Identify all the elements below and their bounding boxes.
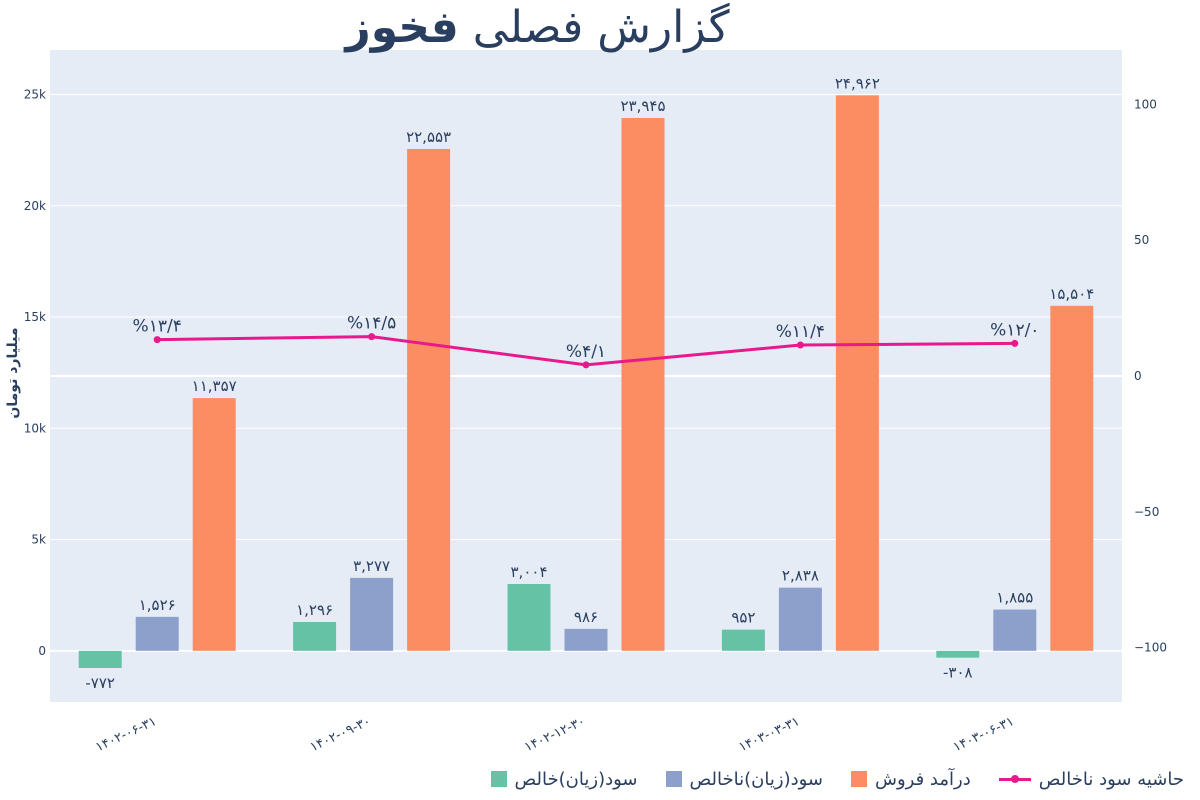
x-tick-label: ۱۴۰۲-۰۹-۳۰	[308, 714, 373, 755]
net-profit-bar	[78, 650, 122, 668]
gross-profit-bar	[350, 577, 394, 651]
y2-tick-label: −50	[1134, 505, 1159, 519]
gross-margin-label: %۱۲/۰	[990, 320, 1039, 340]
gross-margin-label: %۱۳/۴	[133, 317, 182, 337]
legend-swatch	[490, 771, 507, 787]
legend: حاشیه سود ناخالص درآمد فروش سود(زیان)ناخ…	[490, 764, 1184, 794]
net-profit-bar	[507, 583, 551, 651]
bar-data-label: ۲۲,۵۵۳	[406, 128, 451, 146]
chart-title-light: گزارش فصلی	[472, 2, 730, 53]
x-tick-label: ۱۴۰۲-۱۲-۳۰	[522, 714, 587, 755]
revenue-bar	[1050, 305, 1094, 651]
legend-line-swatch	[998, 772, 1031, 786]
gross-profit-bar	[993, 609, 1037, 651]
net-profit-bar	[721, 629, 765, 651]
y-tick-label: 5k	[31, 533, 46, 547]
bar-data-label: -۳۰۸	[943, 664, 973, 682]
y2-tick-label: 100	[1134, 97, 1157, 111]
y-tick-label: 15k	[24, 310, 46, 324]
x-tick-label: ۱۴۰۳-۰۶-۳۱	[951, 714, 1016, 755]
bar-data-label: ۹۸۶	[574, 608, 598, 626]
y-tick-label: 20k	[24, 199, 46, 213]
bar-data-label: ۱,۵۲۶	[139, 596, 176, 614]
gross-profit-bar	[135, 616, 179, 651]
y-axis-title: میلیارد تومان	[5, 327, 21, 419]
y2-tick-label: 0	[1134, 369, 1142, 383]
y2-tick-label: −100	[1134, 641, 1167, 655]
bar-data-label: ۱۱,۳۵۷	[192, 377, 237, 395]
y-tick-label: 0	[38, 644, 46, 658]
bar-data-label: ۹۵۲	[731, 609, 755, 627]
gross-margin-label: %۱۴/۵	[347, 314, 396, 334]
legend-item-net-profit[interactable]: سود(زیان)خالص	[490, 768, 638, 790]
chart-title: گزارش فصلی فخوز	[0, 2, 1075, 53]
y-tick-label: 25k	[24, 88, 46, 102]
bar-data-label: -۷۷۲	[85, 674, 115, 692]
bar-data-label: ۱,۸۵۵	[996, 589, 1033, 607]
chart-title-bold: فخوز	[345, 2, 459, 53]
gross-margin-label: %۱۱/۴	[776, 322, 825, 342]
gross-margin-point	[368, 333, 376, 341]
legend-label: سود(زیان)خالص	[514, 768, 638, 790]
bar-data-label: ۳,۲۷۷	[353, 557, 390, 575]
revenue-bar	[192, 398, 236, 651]
gross-margin-label: %۴/۱	[566, 342, 606, 362]
gross-margin-point	[796, 341, 804, 349]
legend-label: درآمد فروش	[875, 768, 971, 790]
x-tick-label: ۱۴۰۲-۰۶-۳۱	[93, 714, 158, 755]
legend-item-gross-margin[interactable]: حاشیه سود ناخالص	[998, 768, 1184, 790]
net-profit-bar	[936, 650, 980, 658]
bar-data-label: ۱,۲۹۶	[296, 601, 333, 619]
y2-tick-label: 50	[1134, 233, 1149, 247]
legend-swatch	[851, 771, 867, 787]
bar-data-label: ۲,۸۳۸	[782, 567, 819, 585]
gross-margin-point	[1011, 339, 1019, 347]
bar-data-label: ۱۵,۵۰۴	[1049, 285, 1094, 303]
bar-data-label: ۳,۰۰۴	[511, 563, 548, 581]
legend-item-revenue[interactable]: درآمد فروش	[851, 769, 971, 790]
legend-item-gross-profit[interactable]: سود(زیان)ناخالص	[665, 768, 824, 790]
revenue-bar	[621, 117, 665, 651]
legend-label: سود(زیان)ناخالص	[689, 768, 824, 790]
gross-margin-point	[153, 336, 161, 344]
revenue-bar	[407, 148, 451, 651]
legend-swatch	[665, 771, 682, 787]
gross-margin-point	[582, 361, 590, 369]
gross-profit-bar	[564, 628, 608, 651]
net-profit-bar	[293, 621, 337, 651]
gross-profit-bar	[778, 587, 822, 651]
bar-data-label: ۲۳,۹۴۵	[620, 97, 665, 115]
legend-label: حاشیه سود ناخالص	[1038, 768, 1184, 790]
x-tick-label: ۱۴۰۳-۰۳-۳۱	[737, 714, 802, 755]
bar-data-label: ۲۴,۹۶۲	[835, 74, 880, 92]
revenue-bar	[835, 95, 879, 651]
y-tick-label: 10k	[24, 421, 46, 435]
